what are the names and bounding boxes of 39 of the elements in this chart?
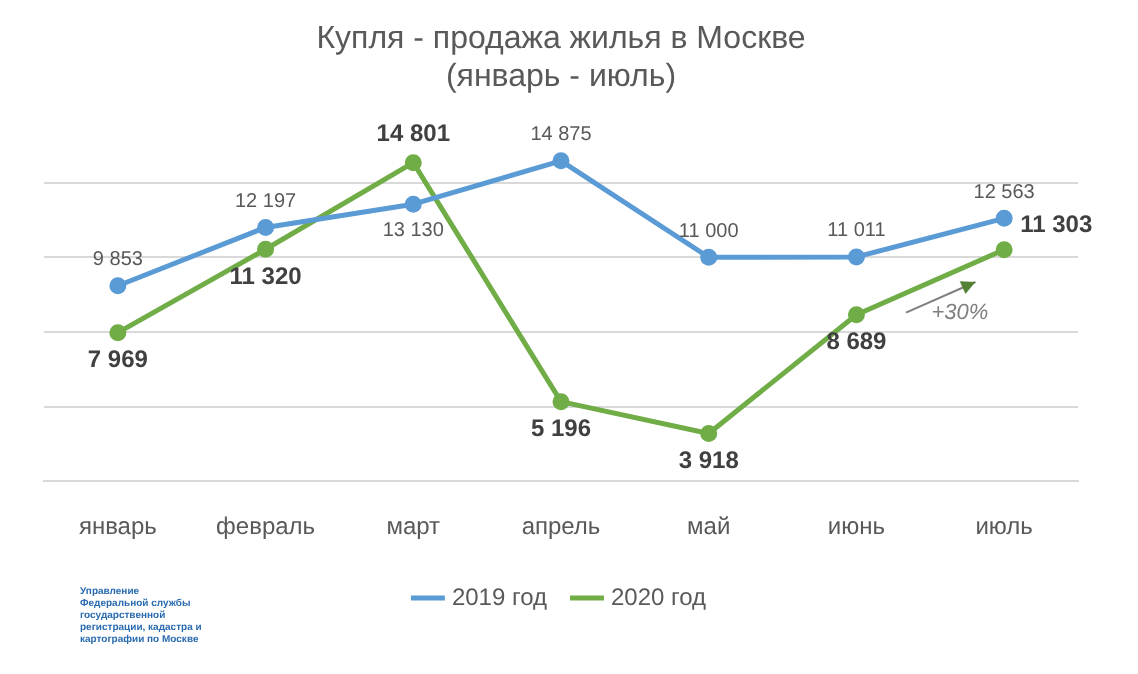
x-tick-label: июнь — [827, 512, 886, 541]
data-label: 5 196 — [530, 414, 592, 443]
chart-title: Купля - продажа жилья в Москве (январь - июль) — [316, 22, 806, 95]
legend-label: 2020 год — [611, 582, 707, 611]
data-label: 11 303 — [1020, 210, 1093, 239]
point — [847, 306, 865, 324]
point — [109, 277, 127, 295]
data-label: 12 563 — [973, 181, 1036, 204]
x-tick-label: апрель — [521, 512, 601, 541]
x-tick-label: январь — [78, 512, 157, 541]
data-label: 8 689 — [826, 327, 888, 356]
point — [257, 240, 275, 258]
x-tick-label: май — [687, 512, 731, 541]
data-label: 13 130 — [382, 219, 445, 242]
data-label: 11 011 — [827, 220, 887, 243]
data-label: 7 969 — [87, 345, 149, 374]
data-label: 11 000 — [678, 220, 740, 243]
legend-label: 2019 год — [451, 582, 548, 611]
point — [552, 393, 570, 411]
data-label: 12 197 — [234, 190, 298, 213]
point — [995, 209, 1013, 227]
x-tick-label: март — [386, 512, 442, 541]
point — [700, 424, 718, 442]
point — [109, 324, 127, 342]
point — [995, 241, 1013, 259]
data-label: 3 918 — [678, 446, 740, 475]
x-tick-label: июль — [975, 512, 1033, 541]
point — [404, 154, 422, 172]
x-tick-label: февраль — [216, 512, 316, 541]
point — [847, 248, 865, 266]
data-label: 11 320 — [229, 261, 303, 290]
data-label: 14 875 — [530, 124, 593, 147]
point — [257, 218, 275, 236]
point — [404, 195, 422, 213]
point — [700, 248, 718, 266]
data-label: 14 801 — [376, 119, 451, 148]
point — [552, 152, 570, 170]
annotation: +30% — [931, 301, 989, 326]
data-label: 9 853 — [92, 249, 144, 272]
